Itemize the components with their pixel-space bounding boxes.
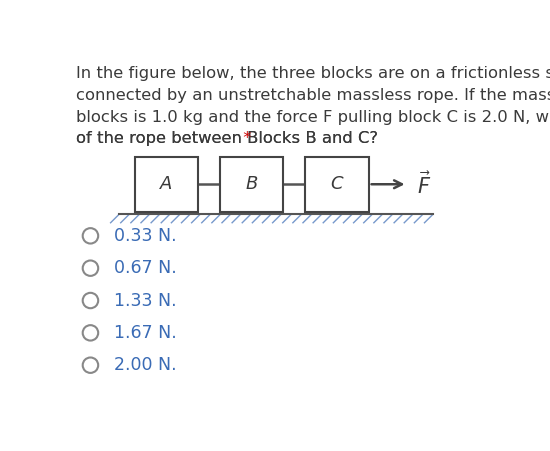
Text: In the figure below, the three blocks are on a frictionless surface. They are: In the figure below, the three blocks ar… xyxy=(76,66,550,82)
Bar xyxy=(305,156,368,212)
Text: 1.67 N.: 1.67 N. xyxy=(114,324,177,342)
Text: of the rope between Blocks B and C?: of the rope between Blocks B and C? xyxy=(76,131,378,146)
Text: 2.00 N.: 2.00 N. xyxy=(114,356,177,374)
Text: 0.33 N.: 0.33 N. xyxy=(114,227,177,245)
Text: of the rope between Blocks B and C? *: of the rope between Blocks B and C? * xyxy=(76,131,392,146)
Text: 1.33 N.: 1.33 N. xyxy=(114,291,177,309)
Bar xyxy=(135,156,198,212)
Text: $\vec{F}$: $\vec{F}$ xyxy=(417,171,431,198)
Bar xyxy=(220,156,283,212)
Text: of the rope between Blocks B and C?: of the rope between Blocks B and C? xyxy=(76,131,378,146)
Text: C: C xyxy=(331,175,343,193)
Text: *: * xyxy=(238,131,251,146)
Text: B: B xyxy=(245,175,258,193)
Text: connected by an unstretchable massless rope. If the mass of each of the: connected by an unstretchable massless r… xyxy=(76,88,550,103)
Text: 0.67 N.: 0.67 N. xyxy=(114,259,177,277)
Text: blocks is 1.0 kg and the force F pulling block C is 2.0 N, what is the tension: blocks is 1.0 kg and the force F pulling… xyxy=(76,110,550,124)
Text: A: A xyxy=(160,175,173,193)
